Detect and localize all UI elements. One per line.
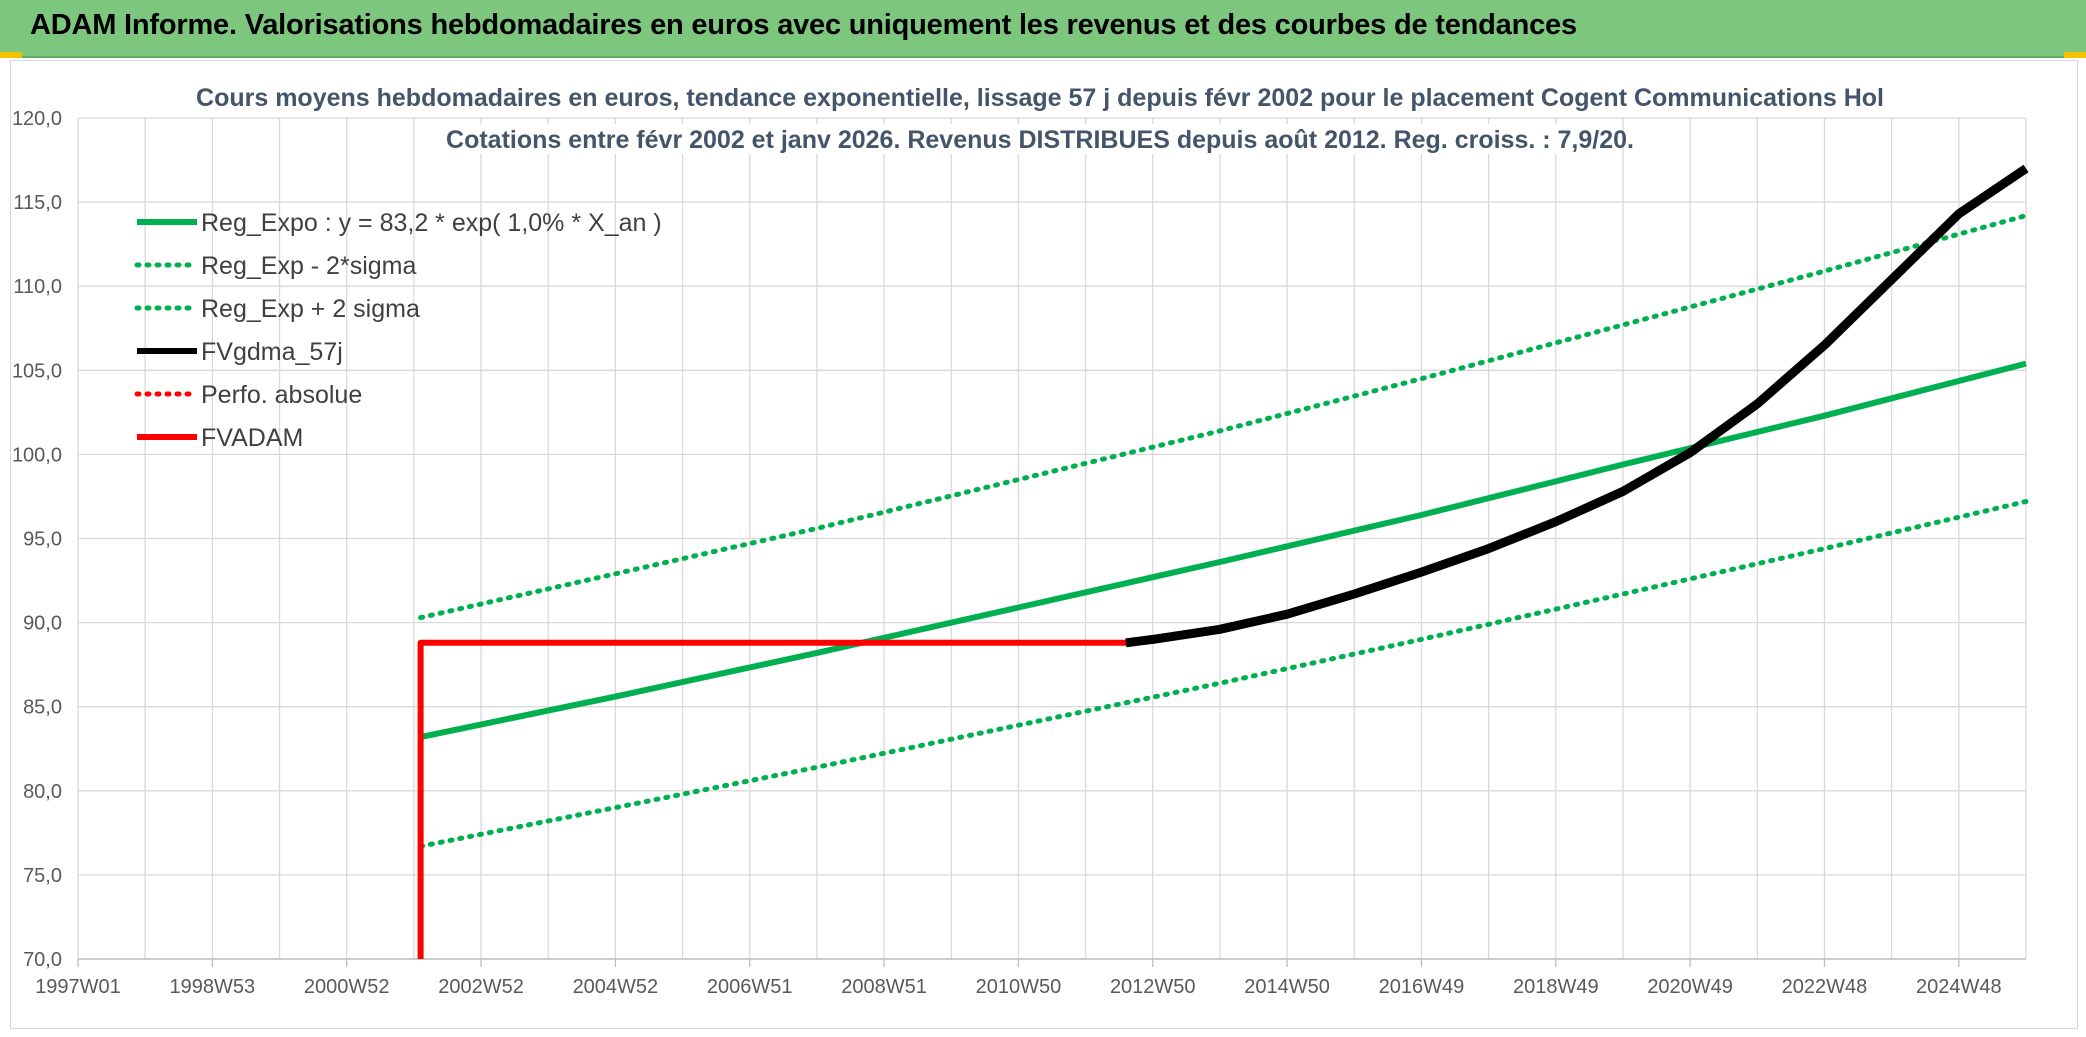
chart-title-line-1: Cours moyens hebdomadaires en euros, ten… [196, 84, 1884, 112]
x-tick-label: 2006W51 [707, 976, 793, 998]
legend-label-2: Reg_Exp + 2 sigma [201, 295, 420, 323]
x-tick-label: 2024W48 [1916, 976, 2002, 998]
series-line-3 [1125, 164, 2029, 648]
x-tick-label: 2016W49 [1379, 976, 1465, 998]
x-tick-label: 2012W50 [1110, 976, 1196, 998]
legend-label-4: Perfo. absolue [201, 381, 362, 409]
report-banner: ADAM Informe. Valorisations hebdomadaire… [0, 0, 2086, 58]
x-tick-label: 2010W50 [976, 976, 1062, 998]
x-tick-label: 2014W50 [1244, 976, 1330, 998]
legend-label-0: Reg_Expo : y = 83,2 * exp( 1,0% * X_an ) [201, 209, 662, 237]
x-tick-label: 2022W48 [1782, 976, 1868, 998]
gridlines [77, 117, 2027, 960]
chart-titles: Cours moyens hebdomadaires en euros, ten… [196, 82, 1884, 154]
x-tick-label: 2020W49 [1647, 976, 1733, 998]
y-tick-label: 90,0 [23, 613, 62, 635]
chart-frame [10, 60, 2078, 1029]
y-tick-label: 115,0 [13, 192, 62, 214]
y-tick-label: 95,0 [23, 529, 62, 551]
x-tick-label: 1997W01 [35, 976, 121, 998]
series-line-1 [418, 499, 2029, 849]
y-tick-label: 120,0 [12, 108, 62, 130]
x-tick-label: 2002W52 [438, 976, 524, 998]
report-title: ADAM Informe. Valorisations hebdomadaire… [30, 9, 1577, 41]
series-line-0 [419, 360, 2027, 740]
x-tick-label: 1998W53 [170, 976, 256, 998]
y-tick-label: 110,0 [13, 276, 62, 298]
y-tick-label: 80,0 [23, 781, 62, 803]
corner-mark-right [2064, 52, 2086, 58]
chart-title-line-2: Cotations entre févr 2002 et janv 2026. … [446, 126, 1634, 154]
legend-label-5: FVADAM [201, 424, 303, 452]
x-tick-label: 2004W52 [573, 976, 659, 998]
axes: 70,0 75,0 80,0 85,0 90,0 95,0 100,0 105,0 110,0 1… [12, 108, 2026, 998]
y-tick-label: 105,0 [12, 360, 62, 382]
series-lines [417, 164, 2029, 959]
legend: Reg_Expo : y = 83,2 * exp( 1,0% * X_an )… [134, 209, 662, 452]
legend-label-3: FVgdma_57j [201, 338, 343, 366]
corner-mark-left [0, 52, 22, 58]
series-line-2 [418, 213, 2029, 621]
y-tick-label: 85,0 [23, 697, 62, 719]
x-tick-label: 2018W49 [1513, 976, 1599, 998]
legend-label-1: Reg_Exp - 2*sigma [201, 252, 416, 280]
x-tick-label: 2000W52 [304, 976, 390, 998]
y-tick-label: 75,0 [23, 865, 62, 887]
x-tick-label: 2008W51 [841, 976, 927, 998]
y-tick-label: 100,0 [12, 444, 62, 466]
y-tick-label: 70,0 [23, 949, 62, 971]
